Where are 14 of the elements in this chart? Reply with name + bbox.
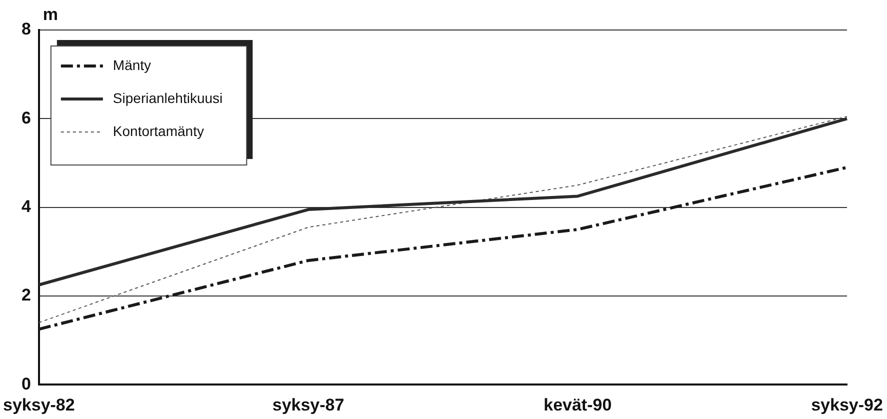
y-tick-label: 8 <box>21 20 31 39</box>
y-tick-label: 2 <box>21 286 31 305</box>
x-tick-label: syksy-82 <box>3 395 75 414</box>
legend-label: Kontortamänty <box>112 122 204 139</box>
x-tick-label: syksy-92 <box>811 395 883 414</box>
legend-label: Mänty <box>112 56 152 73</box>
x-tick-label: kevät-90 <box>544 395 612 414</box>
y-tick-label: 6 <box>21 108 31 128</box>
y-axis-title: m <box>42 5 58 24</box>
legend-label: Siperianlehtikuusi <box>112 90 223 106</box>
y-tick-label: 4 <box>21 196 32 216</box>
x-tick-label: syksy-87 <box>272 395 344 414</box>
line-series <box>38 116 848 324</box>
y-tick-label: 0 <box>21 374 31 394</box>
